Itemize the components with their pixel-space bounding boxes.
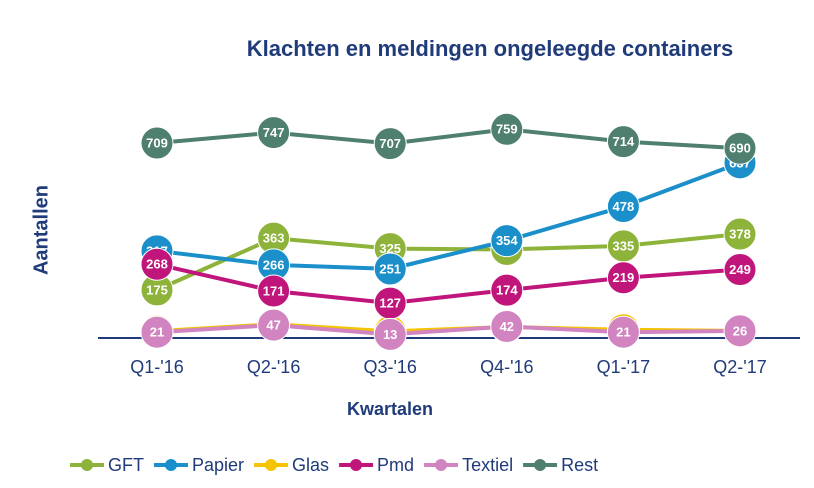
x-tick-label: Q2-'16	[247, 357, 300, 377]
data-label: 363	[263, 231, 285, 246]
data-label: 478	[613, 199, 635, 214]
data-label: 26	[733, 323, 747, 338]
data-label: 354	[496, 233, 518, 248]
point	[490, 224, 524, 258]
data-label: 378	[729, 226, 751, 241]
legend-marker	[165, 459, 177, 471]
data-label: 174	[496, 283, 518, 298]
line	[156, 127, 741, 151]
point	[606, 261, 640, 295]
chart-title: Klachten en meldingen ongeleegde contain…	[247, 36, 734, 61]
legend-marker	[534, 459, 547, 471]
point	[373, 252, 407, 286]
data-label: 13	[383, 327, 397, 342]
x-tick-label: Q1-'17	[597, 357, 650, 377]
data-label: 707	[379, 136, 401, 151]
data-label: 21	[616, 325, 630, 340]
legend-label: GFT	[108, 455, 144, 475]
line	[156, 323, 741, 337]
x-tick-label: Q3-'16	[363, 357, 416, 377]
series: 317266251354478637	[140, 146, 757, 286]
point	[257, 274, 291, 308]
point	[490, 309, 524, 343]
data-label: 21	[150, 325, 164, 340]
data-label: 268	[146, 257, 168, 272]
line	[156, 262, 741, 306]
data-label: 747	[263, 125, 285, 140]
point	[606, 125, 640, 159]
data-label: 251	[379, 261, 401, 276]
series: 21 47 13 42 21 26	[140, 308, 757, 351]
legend-label: Glas	[292, 455, 329, 475]
data-label: 714	[613, 134, 635, 149]
point	[606, 190, 640, 224]
point	[490, 273, 524, 307]
data-label: 171	[263, 283, 285, 298]
legend-label: Papier	[192, 455, 244, 475]
point	[723, 253, 757, 287]
data-label: 335	[613, 238, 635, 253]
x-tick-label: Q2-'17	[713, 357, 766, 377]
point	[257, 116, 291, 150]
data-label: 219	[613, 270, 635, 285]
data-label: 325	[379, 241, 401, 256]
legend-label: Pmd	[377, 455, 414, 475]
point	[490, 112, 524, 146]
point	[723, 217, 757, 251]
data-label: 266	[263, 257, 285, 272]
y-axis-label: Aantallen	[30, 185, 52, 275]
data-label: 47	[266, 318, 280, 333]
data-label: 690	[729, 141, 751, 156]
series: 709 747 707 759 714 690	[140, 112, 757, 165]
data-label: 127	[379, 296, 401, 311]
legend-label: Rest	[561, 455, 598, 475]
point	[140, 315, 174, 349]
point	[723, 314, 757, 348]
legend-marker	[81, 459, 93, 471]
line	[156, 160, 741, 271]
series: 268 171 127 174 219 249	[140, 247, 757, 320]
x-axis-label: Kwartalen	[347, 399, 433, 419]
point	[606, 315, 640, 349]
data-label: 42	[500, 319, 514, 334]
x-tick-label: Q4-'16	[480, 357, 533, 377]
point	[723, 131, 757, 165]
data-label: 709	[146, 135, 168, 150]
point	[373, 317, 407, 351]
line	[156, 232, 741, 292]
point	[257, 308, 291, 342]
legend-marker	[265, 459, 278, 471]
legend-marker	[435, 459, 448, 471]
legend-label: Textiel	[462, 455, 513, 475]
point	[140, 247, 174, 281]
legend-marker	[350, 459, 363, 471]
x-tick-label: Q1-'16	[130, 357, 183, 377]
data-label: 249	[729, 262, 751, 277]
point	[140, 126, 174, 160]
data-label: 175	[146, 282, 168, 297]
point	[373, 127, 407, 161]
data-label: 759	[496, 122, 518, 137]
